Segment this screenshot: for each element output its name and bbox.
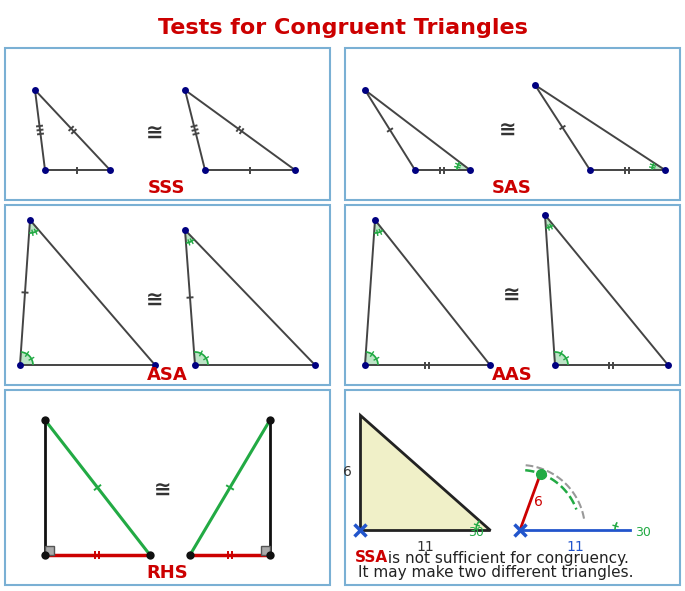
Text: It may make two different triangles.: It may make two different triangles. — [358, 564, 634, 580]
Text: 6: 6 — [343, 465, 352, 479]
Polygon shape — [185, 230, 194, 243]
Text: 11: 11 — [566, 540, 584, 554]
Text: Tests for Congruent Triangles: Tests for Congruent Triangles — [158, 18, 527, 38]
Text: ≅: ≅ — [499, 120, 516, 140]
FancyBboxPatch shape — [5, 205, 330, 385]
Text: 30: 30 — [635, 526, 651, 539]
FancyBboxPatch shape — [345, 205, 680, 385]
Text: 6: 6 — [534, 495, 543, 509]
Polygon shape — [652, 163, 665, 170]
Text: ASA: ASA — [147, 366, 188, 384]
Text: SSA: SSA — [355, 550, 388, 566]
Bar — [45, 546, 54, 555]
Text: ≅: ≅ — [503, 285, 521, 305]
Polygon shape — [20, 352, 33, 365]
Text: SSS: SSS — [148, 179, 186, 197]
Text: AAS: AAS — [492, 366, 532, 384]
Text: ≅: ≅ — [154, 480, 172, 500]
FancyBboxPatch shape — [5, 390, 330, 585]
Polygon shape — [545, 215, 553, 228]
Text: ≅: ≅ — [147, 123, 164, 143]
Bar — [261, 546, 270, 555]
Text: RHS: RHS — [146, 564, 188, 582]
Polygon shape — [360, 415, 490, 530]
FancyBboxPatch shape — [5, 48, 330, 200]
FancyBboxPatch shape — [345, 48, 680, 200]
Polygon shape — [29, 220, 38, 233]
Polygon shape — [374, 220, 383, 233]
Text: is not sufficient for congruency.: is not sufficient for congruency. — [383, 550, 629, 566]
Text: 30: 30 — [468, 526, 484, 539]
Text: ≅: ≅ — [147, 290, 164, 310]
Polygon shape — [194, 352, 208, 365]
Polygon shape — [554, 352, 568, 365]
Polygon shape — [457, 162, 470, 170]
Text: 11: 11 — [416, 540, 434, 554]
FancyBboxPatch shape — [345, 390, 680, 585]
Polygon shape — [365, 352, 378, 365]
Text: SAS: SAS — [492, 179, 532, 197]
